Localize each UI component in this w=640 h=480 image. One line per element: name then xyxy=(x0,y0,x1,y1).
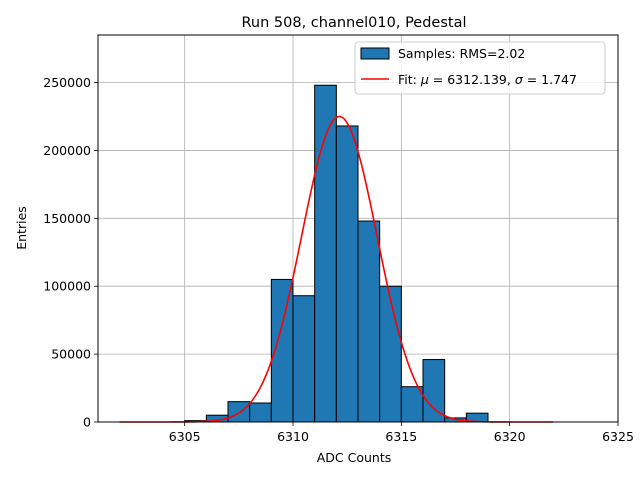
histogram-bar xyxy=(422,359,446,423)
legend-fit-prefix: Fit: xyxy=(398,72,421,87)
histogram-bars xyxy=(184,84,489,423)
x-tick-label: 6315 xyxy=(385,429,417,444)
legend-fit-mu-value: = 6312.139, xyxy=(429,72,515,87)
histogram-bar xyxy=(335,125,359,423)
legend-fit-sigma-value: = 1.747 xyxy=(523,72,577,87)
histogram-bar xyxy=(379,285,402,423)
legend-fit-mu: μ xyxy=(420,72,429,87)
histogram-bar xyxy=(292,295,316,423)
legend-hist-label: Samples: RMS=2.02 xyxy=(398,46,525,61)
x-tick-label: 6305 xyxy=(169,429,201,444)
y-tick-label: 100000 xyxy=(43,279,91,294)
y-tick-label: 150000 xyxy=(43,211,91,226)
legend-fit-label: Fit: μ = 6312.139, σ = 1.747 xyxy=(398,72,577,87)
histogram-bar xyxy=(400,386,424,423)
legend-box xyxy=(354,41,606,95)
x-tick-label: 6310 xyxy=(277,429,309,444)
y-axis-label: Entries xyxy=(14,206,29,250)
y-tick-label: 0 xyxy=(83,415,91,430)
legend-hist-swatch xyxy=(360,47,390,60)
chart-title: Run 508, channel010, Pedestal xyxy=(241,15,466,31)
y-axis-ticks: 0 50000 100000 150000 200000 250000 xyxy=(43,75,98,430)
histogram-bar xyxy=(249,402,272,423)
y-tick-label: 200000 xyxy=(43,143,91,158)
y-tick-label: 250000 xyxy=(43,75,91,90)
axes-frame xyxy=(97,34,619,423)
y-tick-label: 50000 xyxy=(51,347,91,362)
histogram-bar xyxy=(227,401,251,423)
legend-fit-sigma: σ xyxy=(515,72,524,87)
histogram-bar xyxy=(357,220,381,423)
x-axis-ticks: 6305 6310 6315 6320 6325 xyxy=(169,422,634,444)
x-tick-label: 6320 xyxy=(494,429,526,444)
legend: Samples: RMS=2.02 Fit: μ = 6312.139, σ =… xyxy=(354,41,606,95)
x-axis-label: ADC Counts xyxy=(317,450,392,465)
x-tick-label: 6325 xyxy=(602,429,634,444)
